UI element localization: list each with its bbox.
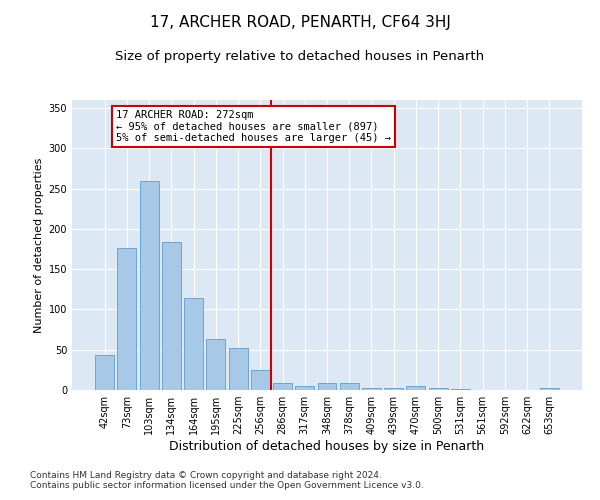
Bar [317,383,337,390]
Bar [162,242,181,390]
Bar [251,370,270,390]
Text: 17, ARCHER ROAD, PENARTH, CF64 3HJ: 17, ARCHER ROAD, PENARTH, CF64 3HJ [149,15,451,30]
Text: 17 ARCHER ROAD: 272sqm
← 95% of detached houses are smaller (897)
5% of semi-det: 17 ARCHER ROAD: 272sqm ← 95% of detached… [116,110,391,143]
Bar [229,348,248,390]
Bar [384,388,403,390]
Bar [273,383,292,390]
Bar [206,339,225,390]
Bar [184,298,203,390]
Bar [362,388,381,390]
Bar [295,386,314,390]
Text: Size of property relative to detached houses in Penarth: Size of property relative to detached ho… [115,50,485,63]
Bar [118,248,136,390]
Y-axis label: Number of detached properties: Number of detached properties [34,158,44,332]
X-axis label: Distribution of detached houses by size in Penarth: Distribution of detached houses by size … [169,440,485,453]
Bar [429,388,448,390]
Bar [340,383,359,390]
Bar [140,180,158,390]
Bar [540,388,559,390]
Bar [406,386,425,390]
Bar [451,389,470,390]
Bar [95,356,114,390]
Text: Contains HM Land Registry data © Crown copyright and database right 2024.
Contai: Contains HM Land Registry data © Crown c… [30,470,424,490]
